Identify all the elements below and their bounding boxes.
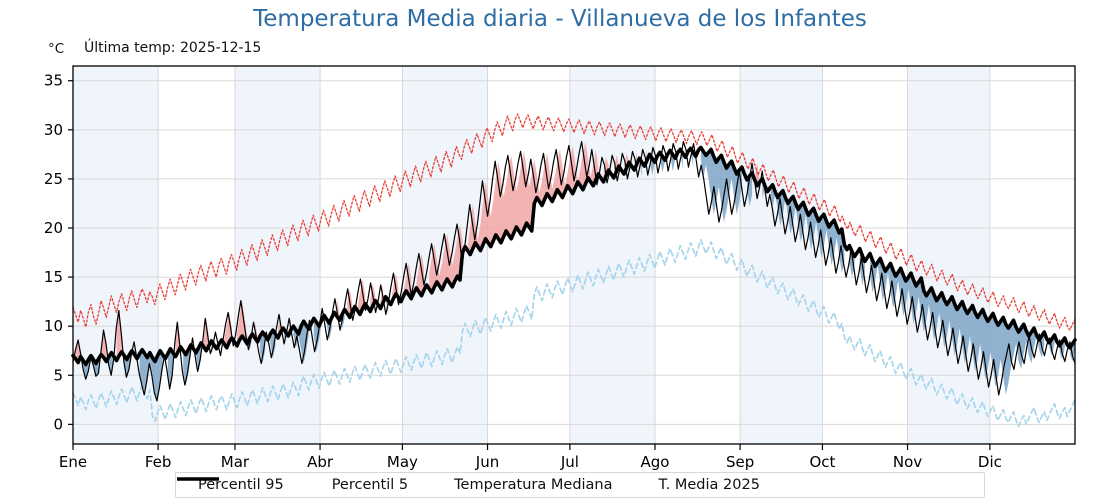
- svg-text:Sep: Sep: [726, 453, 754, 471]
- svg-text:May: May: [387, 453, 418, 471]
- last-temperature-label: Última temp: 2025-12-15: [84, 40, 262, 56]
- month-background-bands: [73, 66, 1075, 444]
- legend-label-p95: Percentil 95: [198, 477, 284, 493]
- axis-ticks: 0 5 10 15 20 25 30 35 Ene Feb Mar Abr May Jun Jul Ago Se…: [44, 72, 1002, 471]
- svg-text:Ene: Ene: [59, 453, 87, 471]
- svg-text:Jun: Jun: [475, 453, 499, 471]
- svg-text:10: 10: [44, 317, 63, 335]
- svg-text:Dic: Dic: [978, 453, 1002, 471]
- series-lines: [71, 113, 1077, 428]
- svg-text:20: 20: [44, 219, 63, 237]
- legend-item-p5: Percentil 5: [177, 473, 409, 497]
- y-axis-unit-label: °C: [48, 41, 65, 57]
- svg-text:35: 35: [44, 72, 63, 90]
- legend-label-median: Temperatura Mediana: [454, 477, 613, 493]
- svg-text:Oct: Oct: [809, 453, 835, 471]
- svg-text:Nov: Nov: [893, 453, 922, 471]
- svg-text:25: 25: [44, 170, 63, 188]
- legend-item-median: Temperatura Mediana: [177, 473, 613, 497]
- svg-text:Feb: Feb: [145, 453, 172, 471]
- svg-text:0: 0: [53, 415, 63, 433]
- plot-frame: [72, 65, 1076, 445]
- svg-text:30: 30: [44, 121, 63, 139]
- page-title: Temperatura Media diaria - Villanueva de…: [253, 6, 867, 32]
- svg-text:Ago: Ago: [640, 453, 669, 471]
- legend-label-current-year: T. Media 2025: [658, 477, 760, 493]
- svg-text:Jul: Jul: [560, 453, 579, 471]
- svg-text:15: 15: [44, 268, 63, 286]
- legend-swatch-current-year: [177, 478, 219, 480]
- svg-text:Mar: Mar: [221, 453, 250, 471]
- svg-text:Abr: Abr: [307, 453, 334, 471]
- svg-text:5: 5: [53, 366, 63, 384]
- chart-legend: Percentil 95 Percentil 5 Temperatura Med…: [175, 472, 985, 498]
- legend-label-p5: Percentil 5: [331, 477, 409, 493]
- legend-item-current-year: T. Media 2025: [177, 473, 760, 497]
